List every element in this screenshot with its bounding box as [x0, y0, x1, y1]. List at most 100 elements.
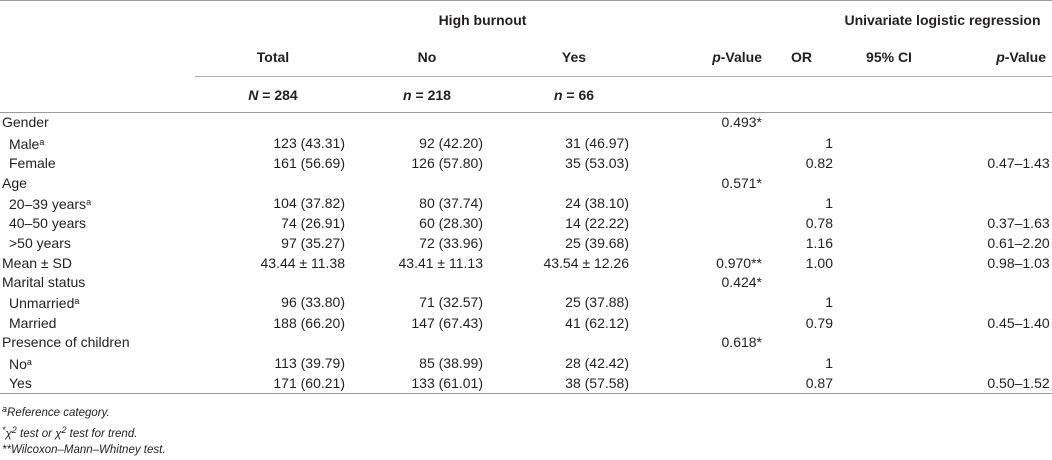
footnote-chi-mid: test or [16, 428, 56, 440]
cell-yes: 43.54 ± 12.26 [543, 254, 629, 271]
cell-p-value: 0.618* [721, 334, 762, 351]
row-label-text: Female [9, 154, 56, 171]
col-header-no: No [351, 38, 503, 77]
cell-total [195, 173, 351, 193]
group-header-high-burnout-label: High burnout [438, 11, 527, 28]
cell-gap [833, 313, 945, 333]
cell-total [195, 333, 351, 353]
footnote-reference: aReference category. [2, 402, 110, 421]
cell-gap [833, 273, 945, 293]
cell-yes: 14 (22.22) [565, 215, 629, 232]
group-header-high-burnout: High burnout [195, 0, 770, 39]
cell-p-value [645, 353, 770, 374]
n-yes-symbol: n [553, 86, 563, 103]
cell-ci [945, 111, 1052, 133]
row-label: Marital status [0, 273, 195, 293]
cell-gap [833, 333, 945, 353]
header-corner [0, 0, 195, 39]
cell-no [351, 173, 503, 193]
n-blank-p2 [945, 77, 1052, 113]
cell-yes: 35 (53.03) [565, 154, 629, 171]
results-table: High burnout Univariate logistic regress… [0, 0, 1052, 395]
table-row: 20–39 yearsa 104 (37.82) 80 (37.74) 24 (38.… [0, 193, 1052, 214]
cell-no: 71 (32.57) [419, 294, 483, 311]
cell-ci [945, 333, 1052, 353]
cell-yes: 28 (42.42) [565, 354, 629, 371]
cell-gap [833, 214, 945, 234]
footnote-chi-exponent-2: 2 [61, 425, 67, 435]
cell-or: 1 [825, 354, 833, 371]
row-label-text: Unmarried [9, 295, 75, 312]
table-row: Married 188 (66.20) 147 (67.43) 41 (62.12) 0… [0, 313, 1052, 333]
footnote-reference-text: Reference category. [7, 407, 110, 419]
cell-yes [503, 333, 645, 353]
col-header-total: Total [195, 38, 351, 77]
cell-no: 133 (61.01) [351, 373, 503, 395]
col-header-yes: Yes [503, 38, 645, 77]
cell-total: 161 (56.69) [273, 154, 345, 171]
row-label-text: 40–50 years [9, 215, 87, 232]
cell-p-value [645, 292, 770, 313]
cell-gap [833, 234, 945, 254]
cell-gap [833, 373, 945, 395]
cell-p-value [645, 313, 770, 333]
cell-or: 1 [825, 134, 833, 151]
cell-p-value: 0.424* [721, 274, 762, 291]
cell-no: 72 (33.96) [419, 234, 483, 251]
n-blank-p [645, 77, 770, 113]
table-row: Presence of children 0.618* [0, 333, 1052, 353]
cell-ci [945, 292, 1052, 313]
cell-or [770, 273, 833, 293]
row-label: Married [0, 313, 195, 333]
cell-gap [833, 111, 945, 133]
footnote-chi-symbol: χ [5, 428, 12, 440]
header-blank [0, 39, 195, 77]
footnote-chi-end: test for trend. [66, 428, 138, 440]
reference-mark: a [86, 196, 92, 207]
n-total-value: = 284 [258, 86, 298, 103]
cell-no: 85 (38.99) [419, 354, 483, 371]
cell-ci [945, 273, 1052, 293]
cell-yes: 38 (57.58) [503, 373, 645, 395]
cell-ci [945, 353, 1052, 374]
row-label: Mean ± SD [0, 253, 195, 273]
row-label-text: Married [9, 314, 57, 331]
n-blank-or [770, 77, 833, 113]
cell-no: 80 (37.74) [419, 194, 483, 211]
cell-no [351, 333, 503, 353]
footnote-reference-mark: a [2, 404, 8, 414]
cell-total: 43.44 ± 11.38 [260, 254, 346, 271]
table-row: >50 years 97 (35.27) 72 (33.96) 25 (39.68) 1… [0, 234, 1052, 254]
cell-gap [833, 154, 945, 174]
cell-gap [833, 353, 945, 374]
cell-or: 0.79 [805, 314, 833, 331]
cell-ci [945, 133, 1052, 154]
table-row: Age 0.571* [0, 173, 1052, 193]
n-no-symbol: n [403, 86, 412, 103]
row-label: Presence of children [0, 333, 195, 353]
cell-yes: 24 (38.10) [565, 194, 629, 211]
table-row: Marital status 0.424* [0, 273, 1052, 293]
cell-total: 96 (33.80) [281, 294, 345, 311]
cell-or [770, 173, 833, 193]
cell-or [770, 333, 833, 353]
cell-total: 171 (60.21) [195, 373, 351, 395]
cell-yes: 25 (39.68) [565, 234, 629, 251]
table-row: Yes 171 (60.21) 133 (61.01) 38 (57.58) 0.87 0… [0, 373, 1052, 395]
row-label-text: >50 years [9, 234, 71, 251]
footnote-chi-symbol-2: χ [55, 428, 62, 440]
col-header-p-value-2: p-Value [945, 38, 1052, 77]
n-total-symbol: N [248, 86, 259, 103]
row-label: Malea [0, 133, 195, 154]
cell-total: 97 (35.27) [281, 234, 345, 251]
col-header-or: OR [770, 38, 833, 77]
cell-no: 147 (67.43) [411, 314, 483, 331]
cell-gap [833, 133, 945, 154]
n-total: N = 284 [195, 77, 351, 113]
cell-gap [833, 193, 945, 214]
footnote-chi-exponent: 2 [11, 425, 17, 435]
row-label: Gender [0, 111, 195, 133]
cell-total: 113 (39.79) [274, 354, 345, 371]
reference-mark: a [39, 136, 45, 147]
col-header-ci: 95% CI [833, 38, 945, 77]
